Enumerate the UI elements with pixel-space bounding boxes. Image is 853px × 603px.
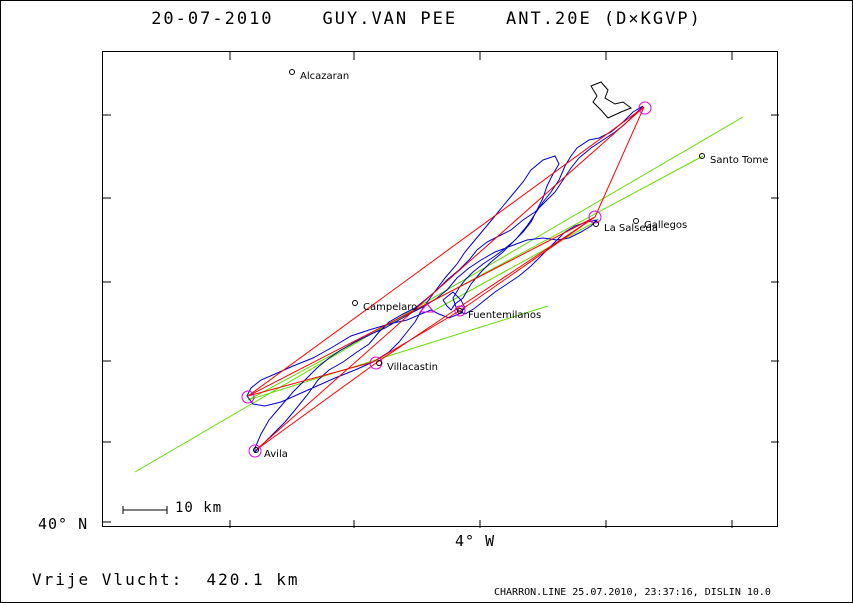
place-marker-alcazaran (289, 69, 295, 75)
pilot-name: GUY.VAN PEE (322, 9, 458, 29)
start-triangle (418, 303, 436, 313)
latitude-label: 40° N (38, 515, 89, 533)
place-label-fuentemilanos: Fuentemilanos (468, 310, 541, 321)
scale-bar-label: 10 km (175, 500, 223, 516)
place-marker-avila (253, 447, 259, 453)
place-label-la-salseda: La Salseda (604, 223, 658, 234)
turnpoint-2 (588, 210, 602, 224)
place-label-santo-tome: Santo Tome (710, 155, 768, 166)
place-marker-santo-tome (699, 153, 705, 159)
task-route (247, 106, 645, 451)
place-label-alcazaran: Alcazaran (300, 71, 349, 82)
sector-lines (134, 116, 744, 473)
turnpoint-3 (241, 390, 255, 404)
scale-bar (122, 506, 168, 514)
place-marker-campelaro (352, 300, 358, 306)
turnpoint-5 (248, 444, 262, 458)
glider-id: ANT.20E (D×KGVP) (506, 9, 702, 29)
place-label-gallegos: Gallegos (644, 220, 687, 231)
place-marker-villacastin (376, 360, 382, 366)
turnpoint-1 (638, 101, 652, 115)
airspace-outline (590, 81, 633, 119)
flight-map: Alcazaran Santo Tome Gallegos La Salseda… (103, 52, 779, 528)
axis-ticks (103, 52, 779, 528)
footer-info: CHARRON.LINE 25.07.2010, 23:37:16, DISLI… (494, 587, 771, 598)
place-markers: Alcazaran Santo Tome Gallegos La Salseda… (253, 69, 768, 460)
summary-distance: 420.1 km (206, 570, 300, 589)
place-label-campelaro: Campelaro (363, 302, 417, 313)
flight-date: 20-07-2010 (151, 9, 274, 29)
flight-header: 20-07-2010 GUY.VAN PEE ANT.20E (D×KGVP) (0, 9, 853, 29)
longitude-label: 4° W (455, 532, 496, 550)
map-area: Alcazaran Santo Tome Gallegos La Salseda… (102, 51, 779, 528)
summary-label: Vrije Vlucht: (32, 570, 184, 589)
place-label-avila: Avila (264, 449, 288, 460)
free-flight-summary: Vrije Vlucht: 420.1 km (32, 570, 300, 589)
gps-track (246, 105, 644, 454)
place-marker-gallegos (633, 218, 639, 224)
place-marker-la-salseda (593, 221, 599, 227)
turnpoint-6 (454, 305, 466, 317)
place-marker-fuentemilanos (457, 308, 463, 314)
place-label-villacastin: Villacastin (387, 362, 438, 373)
